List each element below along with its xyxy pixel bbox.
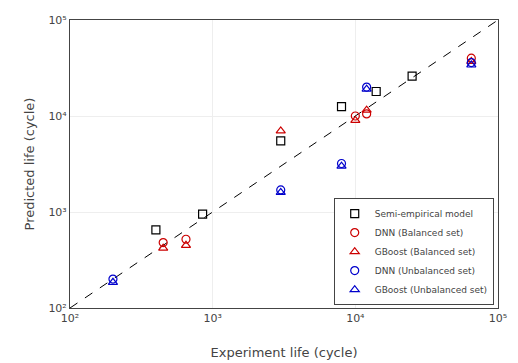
svg-text:Predicted life (cycle): Predicted life (cycle) (22, 98, 37, 231)
svg-text:GBoost (Balanced set): GBoost (Balanced set) (375, 247, 476, 257)
svg-text:DNN (Unbalanced set): DNN (Unbalanced set) (375, 266, 475, 276)
svg-text:10⁴: 10⁴ (346, 312, 365, 325)
svg-text:10²: 10² (48, 302, 66, 315)
svg-text:10³: 10³ (48, 206, 66, 219)
svg-text:10⁵: 10⁵ (489, 312, 507, 325)
svg-text:Semi-empirical model: Semi-empirical model (375, 209, 473, 219)
svg-text:DNN (Balanced set): DNN (Balanced set) (375, 228, 464, 238)
svg-text:10²: 10² (61, 312, 79, 325)
svg-text:10³: 10³ (203, 312, 221, 325)
svg-text:10⁴: 10⁴ (48, 110, 67, 123)
svg-text:Experiment life (cycle): Experiment life (cycle) (211, 345, 358, 360)
svg-text:GBoost (Unbalanced set): GBoost (Unbalanced set) (375, 285, 487, 295)
svg-text:10⁵: 10⁵ (48, 14, 66, 27)
